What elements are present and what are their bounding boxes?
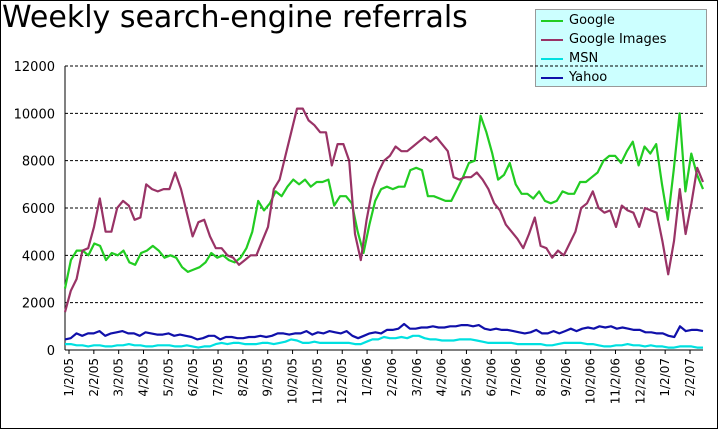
y-tick-label: 6000 bbox=[22, 202, 55, 217]
legend-label-msn: MSN bbox=[569, 51, 599, 66]
x-tick-label: 11/2/05 bbox=[310, 358, 324, 404]
series-line-msn bbox=[65, 334, 703, 349]
legend-item-msn: MSN bbox=[541, 49, 598, 68]
chart-title: Weekly search-engine referrals bbox=[2, 0, 468, 35]
legend-label-google-images: Google Images bbox=[569, 32, 667, 47]
chart-legend: Google Google Images MSN Yahoo bbox=[535, 9, 707, 87]
x-tick-label: 9/2/05 bbox=[261, 358, 275, 397]
x-tick-label: 7/2/05 bbox=[211, 358, 225, 397]
x-tick-label: 6/2/06 bbox=[484, 358, 498, 397]
x-tick-label: 11/2/06 bbox=[608, 358, 622, 404]
x-tick-label: 6/2/05 bbox=[186, 358, 200, 397]
legend-item-google-images: Google Images bbox=[541, 30, 666, 49]
legend-label-google: Google bbox=[569, 13, 615, 28]
x-tick-label: 1/2/05 bbox=[62, 358, 76, 397]
x-tick-label: 12/2/05 bbox=[335, 358, 349, 404]
legend-item-yahoo: Yahoo bbox=[541, 68, 607, 87]
x-tick-label: 10/2/06 bbox=[584, 358, 598, 404]
x-tick-label: 4/2/06 bbox=[435, 358, 449, 397]
y-tick-label: 4000 bbox=[22, 249, 55, 264]
legend-swatch-msn bbox=[541, 57, 563, 60]
x-tick-label: 1/2/07 bbox=[658, 358, 672, 397]
legend-item-google: Google bbox=[541, 11, 615, 30]
legend-swatch-yahoo bbox=[541, 76, 563, 79]
y-tick-label: 2000 bbox=[22, 297, 55, 312]
y-tick-label: 12000 bbox=[14, 60, 55, 75]
x-tick-label: 5/2/05 bbox=[161, 358, 175, 397]
x-tick-label: 12/2/06 bbox=[633, 358, 647, 404]
y-tick-label: 0 bbox=[47, 344, 55, 359]
series-line-google bbox=[63, 112, 705, 289]
series-line-google-images bbox=[63, 107, 705, 313]
x-tick-label: 10/2/05 bbox=[286, 358, 300, 404]
x-tick-label: 4/2/05 bbox=[137, 358, 151, 397]
x-tick-label: 2/2/05 bbox=[87, 358, 101, 397]
y-tick-label: 10000 bbox=[14, 107, 55, 122]
legend-swatch-google bbox=[541, 19, 563, 22]
x-tick-label: 2/2/06 bbox=[385, 358, 399, 397]
x-tick-label: 2/2/07 bbox=[683, 358, 697, 397]
x-tick-label: 1/2/06 bbox=[360, 358, 374, 397]
legend-label-yahoo: Yahoo bbox=[569, 70, 608, 85]
x-tick-label: 5/2/06 bbox=[459, 358, 473, 397]
x-tick-label: 7/2/06 bbox=[509, 358, 523, 397]
x-tick-label: 3/2/06 bbox=[410, 358, 424, 397]
x-tick-label: 3/2/05 bbox=[112, 358, 126, 397]
y-tick-label: 8000 bbox=[22, 155, 55, 170]
x-tick-label: 8/2/05 bbox=[236, 358, 250, 397]
x-tick-label: 9/2/06 bbox=[559, 358, 573, 397]
legend-swatch-google-images bbox=[541, 38, 563, 41]
x-tick-label: 8/2/06 bbox=[534, 358, 548, 397]
series-line-yahoo bbox=[64, 322, 704, 341]
